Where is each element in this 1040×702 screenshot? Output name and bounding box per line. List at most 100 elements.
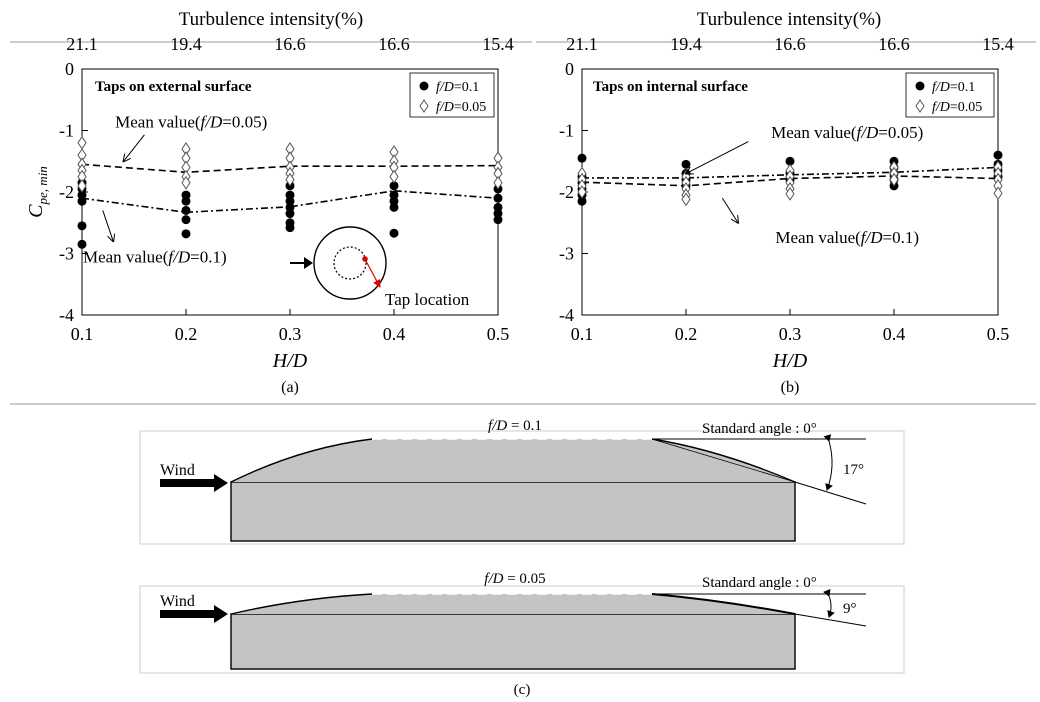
point-filled-circle (77, 196, 87, 206)
legend-entry-2: f/D=0.05 (932, 100, 982, 115)
roof-profile (231, 439, 795, 482)
y-tick-label: -1 (59, 121, 74, 141)
legend-box (905, 72, 995, 118)
x-tick-label: 0.3 (779, 324, 802, 344)
y-tick-label: -3 (59, 244, 74, 264)
standard-angle-label: Standard angle : 0° (702, 421, 817, 437)
point-open-diamond (577, 185, 587, 199)
point-filled-circle (181, 196, 191, 206)
point-filled-circle (681, 159, 691, 169)
top-axis-tick-label: 15.4 (982, 34, 1014, 54)
x-tick-label: 0.3 (279, 324, 302, 344)
point-filled-circle (389, 196, 399, 206)
wind-arrow (160, 474, 228, 492)
tap-point (362, 256, 368, 262)
wind-arrow (160, 605, 228, 623)
point-open-diamond (181, 175, 191, 190)
point-filled-circle (493, 215, 503, 225)
point-filled-circle (785, 156, 795, 166)
top-axis-tick-label: 16.6 (274, 34, 306, 54)
tap-arrow (365, 260, 381, 288)
diagram-frame (139, 585, 905, 674)
wind-label: Wind (160, 593, 195, 610)
x-tick-label: 0.1 (71, 324, 94, 344)
point-open-diamond (681, 192, 691, 207)
roof-chord (651, 438, 796, 483)
angle-arc-arrow (823, 434, 833, 491)
legend-marker-filled-circle (419, 81, 429, 91)
angle-label: 9° (843, 601, 857, 617)
point-filled-circle (993, 150, 1003, 160)
x-tick-label: 0.2 (675, 324, 698, 344)
building-body (230, 481, 796, 542)
point-open-diamond (889, 172, 899, 187)
point-filled-circle (493, 193, 503, 203)
legend-entry-2: f/D=0.05 (436, 100, 486, 115)
x-tick-label: 0.4 (883, 324, 906, 344)
data-points (77, 135, 503, 249)
y-tick-label: 0 (65, 59, 74, 79)
mean-value-annotation: Mean value(f/D=0.05) (115, 112, 267, 131)
building-body (230, 613, 796, 670)
panel-label-c: (c) (514, 682, 531, 698)
top-axis-tick-labels: 21.1 19.4 16.6 16.6 15.4 (66, 34, 514, 54)
point-filled-circle (285, 223, 295, 233)
chart-panel-a: Turbulence intensity(%) 21.1 19.4 16.6 16.6… (10, 9, 532, 396)
legend-entry-1: f/D=0.1 (436, 80, 479, 95)
top-axis-title: Turbulence intensity(%) (697, 9, 882, 30)
wind-arrow (290, 257, 313, 269)
point-open-diamond (993, 186, 1003, 201)
annotation-arrow (686, 141, 749, 174)
y-tick-label: -4 (559, 305, 574, 325)
roof-shape-0-05: 9° Standard angle : 0° f/D = 0.05 Wind (139, 571, 905, 674)
mean-line-f-d-0-05 (81, 163, 499, 174)
legend-marker-open-diamond (915, 99, 925, 113)
y-axis-label: Cpe, min (25, 166, 50, 218)
y-tick-label: 0 (565, 59, 574, 79)
annotation-arrow (124, 134, 145, 161)
point-filled-circle (77, 221, 87, 231)
y-tick-label: -1 (559, 121, 574, 141)
point-filled-circle (181, 190, 191, 200)
x-tick-labels: 0.1 0.2 0.3 0.4 0.5 (571, 324, 1010, 344)
point-filled-circle (493, 202, 503, 212)
panel-note: Taps on external surface (95, 79, 252, 95)
point-filled-circle (285, 202, 295, 212)
point-filled-circle (285, 209, 295, 219)
chart-panel-b: Turbulence intensity(%) 21.1 19.4 16.6 16.6… (536, 9, 1036, 396)
point-filled-circle (577, 196, 587, 206)
y-tick-label: -2 (559, 182, 574, 202)
panel-label-a: (a) (281, 379, 299, 396)
y-tick-label: -2 (59, 182, 74, 202)
top-axis-tick-label: 19.4 (670, 34, 702, 54)
mean-value-annotation: Mean value(f/D=0.1) (775, 228, 919, 247)
point-filled-circle (181, 205, 191, 215)
annotations: Mean value(f/D=0.05) Mean value(f/D=0.1) (83, 112, 267, 266)
mean-line-f-d-0-1 (81, 189, 499, 214)
legend: f/D=0.1 f/D=0.05 (905, 72, 995, 118)
point-filled-circle (389, 181, 399, 191)
point-filled-circle (577, 153, 587, 163)
legend-marker-open-diamond (419, 99, 429, 113)
annotation-arrow (721, 197, 738, 223)
point-open-diamond (785, 186, 795, 201)
point-filled-circle (389, 202, 399, 212)
roof-label: f/D = 0.1 (488, 418, 542, 434)
data-points (577, 150, 1003, 207)
mean-value-annotation: Mean value(f/D=0.05) (771, 123, 923, 142)
x-tick-label: 0.5 (487, 324, 510, 344)
point-filled-circle (77, 190, 87, 200)
top-axis-title: Turbulence intensity(%) (179, 9, 364, 30)
point-filled-circle (493, 209, 503, 219)
roof-curve-right (651, 593, 796, 615)
panel-label-b: (b) (781, 379, 800, 396)
point-open-diamond (77, 135, 87, 150)
mean-lines (81, 163, 499, 214)
y-tick-label: -3 (559, 244, 574, 264)
x-tick-label: 0.2 (175, 324, 198, 344)
slope-line (794, 613, 867, 627)
legend-marker-filled-circle (915, 81, 925, 91)
roof-profile (231, 594, 795, 614)
top-axis-tick-label: 16.6 (878, 34, 910, 54)
annotations: Mean value(f/D=0.05) Mean value(f/D=0.1) (686, 123, 923, 247)
